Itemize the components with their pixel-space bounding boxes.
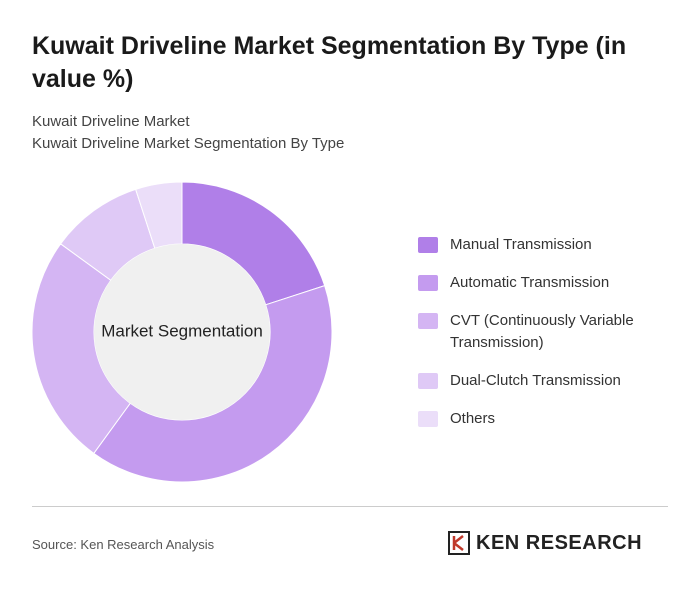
donut-chart: Market Segmentation [31, 181, 333, 483]
legend: Manual Transmission Automatic Transmissio… [418, 234, 678, 446]
legend-label: Automatic Transmission [450, 274, 610, 291]
logo-icon [448, 531, 470, 555]
legend-item: CVT (Continuously Variable Transmission) [418, 310, 678, 354]
legend-swatch [418, 373, 438, 389]
legend-swatch [418, 411, 438, 427]
center-label: Market Segmentation [101, 321, 263, 340]
legend-item: Others [418, 408, 678, 430]
divider [32, 506, 668, 507]
logo-text: KEN RESEARCH [476, 531, 643, 554]
legend-item: Automatic Transmission [418, 272, 678, 294]
legend-label: Others [450, 410, 496, 427]
legend-item: Manual Transmission [418, 234, 678, 256]
legend-swatch [418, 237, 438, 253]
legend-swatch [418, 313, 438, 329]
legend-label: Dual-Clutch Transmission [450, 372, 621, 389]
legend-swatch [418, 275, 438, 291]
chart-title: Kuwait Driveline Market Segmentation By … [32, 32, 627, 93]
donut-center [94, 244, 270, 420]
legend-label: CVT (Continuously Variable Transmission) [450, 312, 634, 351]
legend-item: Dual-Clutch Transmission [418, 370, 678, 392]
logo: KEN RESEARCH [448, 531, 642, 555]
subtitle: Kuwait Driveline Market [32, 113, 190, 130]
legend-label: Manual Transmission [450, 236, 592, 253]
subtitle: Kuwait Driveline Market Segmentation By … [32, 135, 345, 152]
source: Source: Ken Research Analysis [32, 537, 215, 552]
